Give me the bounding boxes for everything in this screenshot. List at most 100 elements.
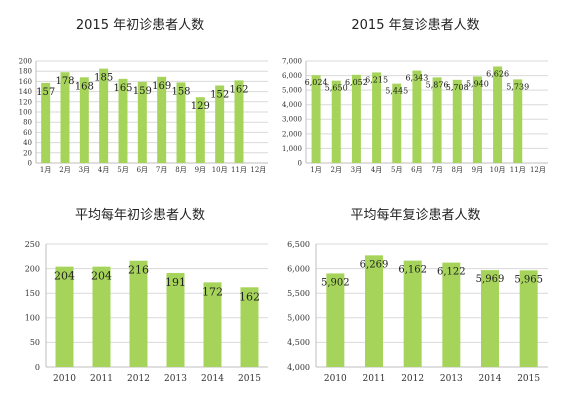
data-label: 5,969 [476,274,505,285]
y-tick-label: 2,000 [282,130,302,138]
data-label: 5,876 [426,80,449,89]
x-tick-label: 10月 [490,166,506,174]
x-tick-label: 2011 [363,374,386,384]
data-label: 185 [94,73,113,84]
data-label: 169 [152,81,171,92]
y-tick-label: 3,000 [282,116,302,124]
data-label: 6,269 [360,259,389,270]
bar [79,77,89,163]
x-tick-label: 8月 [175,166,186,174]
bar [215,85,225,163]
y-tick-label: 80 [23,119,32,127]
x-tick-label: 2013 [440,374,463,384]
y-tick-label: 1,000 [282,145,302,153]
x-tick-label: 2011 [90,374,113,384]
chart-title: 平均每年复诊患者人数 [350,208,481,223]
data-label: 191 [165,276,186,289]
bar [137,81,147,163]
bar [118,78,128,163]
x-tick-label: 12月 [250,166,266,174]
y-tick-label: 100 [25,314,40,323]
x-tick-label: 2010 [324,374,347,384]
y-tick-label: 7,000 [282,57,302,65]
chart-svg: 0 50 100 150 200 250 204 2010 204 2011 216 2012 191 2… [25,240,268,384]
bar [452,79,462,163]
y-tick-label: 250 [25,240,40,249]
data-label: 168 [75,81,94,92]
y-tick-label: 140 [19,88,32,96]
x-tick-label: 2015 [517,374,540,384]
data-label: 6,162 [398,265,427,276]
bar [195,97,205,163]
bar [432,77,442,163]
bar [157,76,167,163]
data-label: 6,626 [486,69,509,78]
x-tick-label: 1月 [40,166,51,174]
bar [326,273,345,367]
y-tick-label: 4,000 [287,363,310,372]
x-tick-label: 2012 [127,374,150,384]
y-tick-label: 5,000 [287,314,310,323]
data-label: 5,902 [321,277,350,288]
y-tick-label: 6,000 [287,264,310,273]
chart-svg: 4,000 4,500 5,000 5,500 6,000 6,500 5,902 2010 6… [287,240,548,384]
bar [240,287,259,367]
data-label: 5,965 [514,274,543,285]
chart-title: 2015 年复诊患者人数 [351,18,480,33]
x-tick-label: 2014 [201,374,224,384]
y-tick-label: 5,500 [287,289,310,298]
chart-svg: 0 20 40 60 80 100 120 140 160 180 200 157 1月 178 2月 168… [19,57,268,174]
data-label: 129 [191,101,210,112]
bar [412,70,422,163]
bar [372,72,382,163]
bar [493,66,503,163]
bar [203,282,222,367]
y-tick-label: 0 [35,363,40,372]
data-label: 159 [133,86,152,97]
bar [351,74,361,163]
data-label: 162 [229,84,248,95]
bar [129,260,148,367]
x-tick-label: 12月 [530,166,546,174]
data-label: 5,650 [325,84,348,93]
x-tick-label: 2015 [238,374,261,384]
x-tick-label: 9月 [472,166,483,174]
bar [234,80,244,163]
bar [166,273,185,367]
x-tick-label: 6月 [411,166,422,174]
x-tick-label: 2012 [401,374,424,384]
data-label: 162 [239,290,260,303]
bar [60,72,70,163]
y-tick-label: 200 [25,264,40,273]
data-label: 6,215 [365,75,388,84]
x-tick-label: 10月 [212,166,228,174]
data-label: 6,122 [437,267,466,278]
data-label: 216 [128,264,149,277]
y-tick-label: 0 [28,159,32,167]
x-tick-label: 5月 [117,166,128,174]
bar [99,68,109,163]
y-tick-label: 120 [19,98,32,106]
data-label: 6,052 [345,78,368,87]
bar [392,83,402,163]
chart-title: 平均每年初诊患者人数 [74,208,205,223]
y-tick-label: 200 [19,57,32,65]
chart-title: 2015 年初诊患者人数 [75,18,205,33]
x-tick-label: 7月 [156,166,167,174]
x-tick-label: 2月 [331,166,342,174]
bar [92,266,111,367]
data-label: 6,343 [405,74,428,83]
x-tick-label: 2010 [53,374,76,384]
x-tick-label: 1月 [310,166,321,174]
y-tick-label: 6,500 [287,240,310,249]
data-label: 165 [113,83,132,94]
data-label: 5,940 [466,79,489,88]
x-tick-label: 7月 [431,166,442,174]
y-tick-label: 0 [298,159,302,167]
x-tick-label: 11月 [510,166,526,174]
chart-panel-yearly-initial: 平均每年初诊患者人数 0 50 100 150 200 250 204 2010 204 2011… [0,200,280,407]
y-tick-label: 50 [30,338,40,347]
y-tick-label: 180 [19,68,32,76]
bar [55,266,74,367]
bar [331,80,341,163]
